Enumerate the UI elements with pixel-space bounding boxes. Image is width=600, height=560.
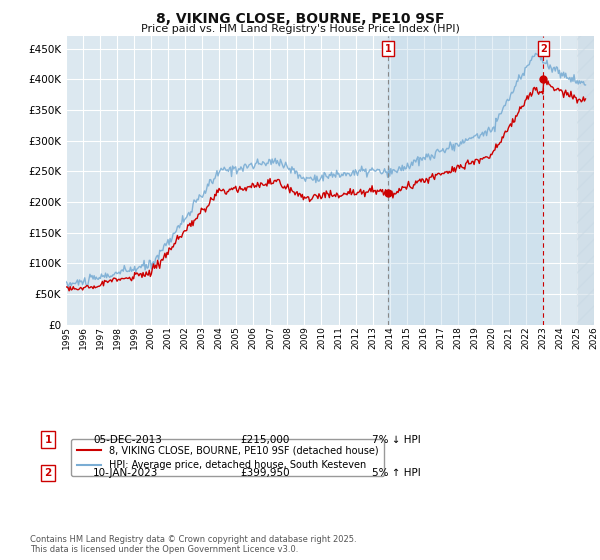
Bar xyxy=(577,36,594,325)
Bar xyxy=(388,36,544,325)
Text: Price paid vs. HM Land Registry's House Price Index (HPI): Price paid vs. HM Land Registry's House … xyxy=(140,24,460,34)
Text: 1: 1 xyxy=(385,44,392,54)
Legend: 8, VIKING CLOSE, BOURNE, PE10 9SF (detached house), HPI: Average price, detached: 8, VIKING CLOSE, BOURNE, PE10 9SF (detac… xyxy=(71,439,384,476)
Text: Contains HM Land Registry data © Crown copyright and database right 2025.
This d: Contains HM Land Registry data © Crown c… xyxy=(30,535,356,554)
Text: 2: 2 xyxy=(540,44,547,54)
Text: £215,000: £215,000 xyxy=(240,435,289,445)
Text: 05-DEC-2013: 05-DEC-2013 xyxy=(93,435,162,445)
Text: 10-JAN-2023: 10-JAN-2023 xyxy=(93,468,158,478)
Text: 2: 2 xyxy=(44,468,52,478)
Text: 8, VIKING CLOSE, BOURNE, PE10 9SF: 8, VIKING CLOSE, BOURNE, PE10 9SF xyxy=(156,12,444,26)
Text: 7% ↓ HPI: 7% ↓ HPI xyxy=(372,435,421,445)
Text: 5% ↑ HPI: 5% ↑ HPI xyxy=(372,468,421,478)
Text: 1: 1 xyxy=(44,435,52,445)
Text: £399,950: £399,950 xyxy=(240,468,290,478)
